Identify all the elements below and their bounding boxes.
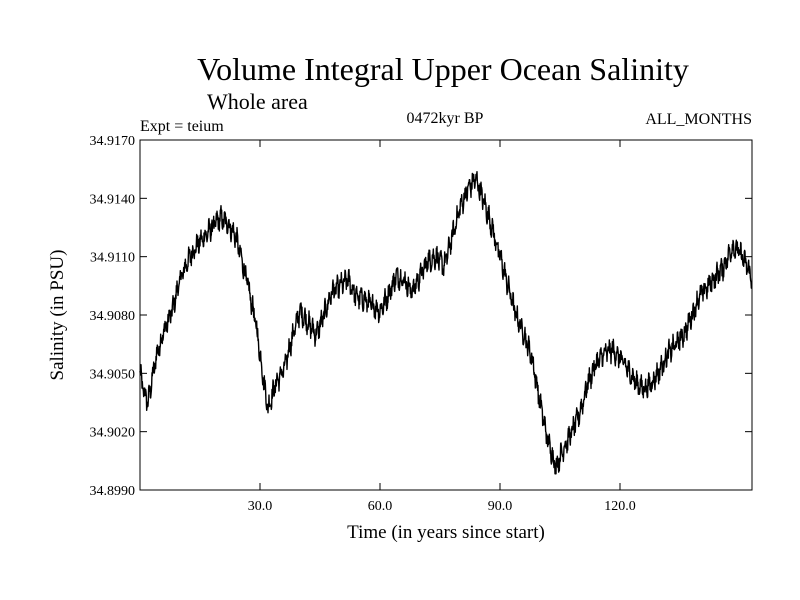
y-tick-label: 34.9020: [90, 426, 136, 441]
chart-title: Volume Integral Upper Ocean Salinity: [197, 51, 689, 87]
y-tick-label: 34.9140: [90, 192, 136, 207]
x-tick-label: 120.0: [604, 499, 636, 514]
y-tick-label: 34.8990: [90, 484, 136, 499]
series-line-salinity: [139, 170, 753, 475]
x-tick-label: 30.0: [248, 499, 273, 514]
x-tick-label: 60.0: [368, 499, 393, 514]
y-axis: 34.8990 34.9020 34.9050 34.9080 34.9110 34.91…: [90, 134, 752, 499]
x-axis-label: Time (in years since start): [347, 522, 545, 543]
expt-label: Expt = teium: [140, 118, 224, 135]
x-axis: 30.0 60.0 90.0 120.0: [248, 140, 636, 514]
x-tick-label: 90.0: [488, 499, 513, 514]
y-tick-label: 34.9170: [90, 134, 136, 149]
y-tick-label: 34.9110: [90, 251, 135, 266]
months-label: ALL_MONTHS: [645, 111, 752, 128]
y-tick-label: 34.9080: [90, 309, 136, 324]
y-tick-label: 34.9050: [90, 367, 136, 382]
period-label: 0472kyr BP: [407, 110, 484, 127]
chart-subtitle: Whole area: [207, 89, 308, 114]
y-axis-label: Salinity (in PSU): [47, 250, 68, 381]
plot-frame: [139, 139, 753, 491]
